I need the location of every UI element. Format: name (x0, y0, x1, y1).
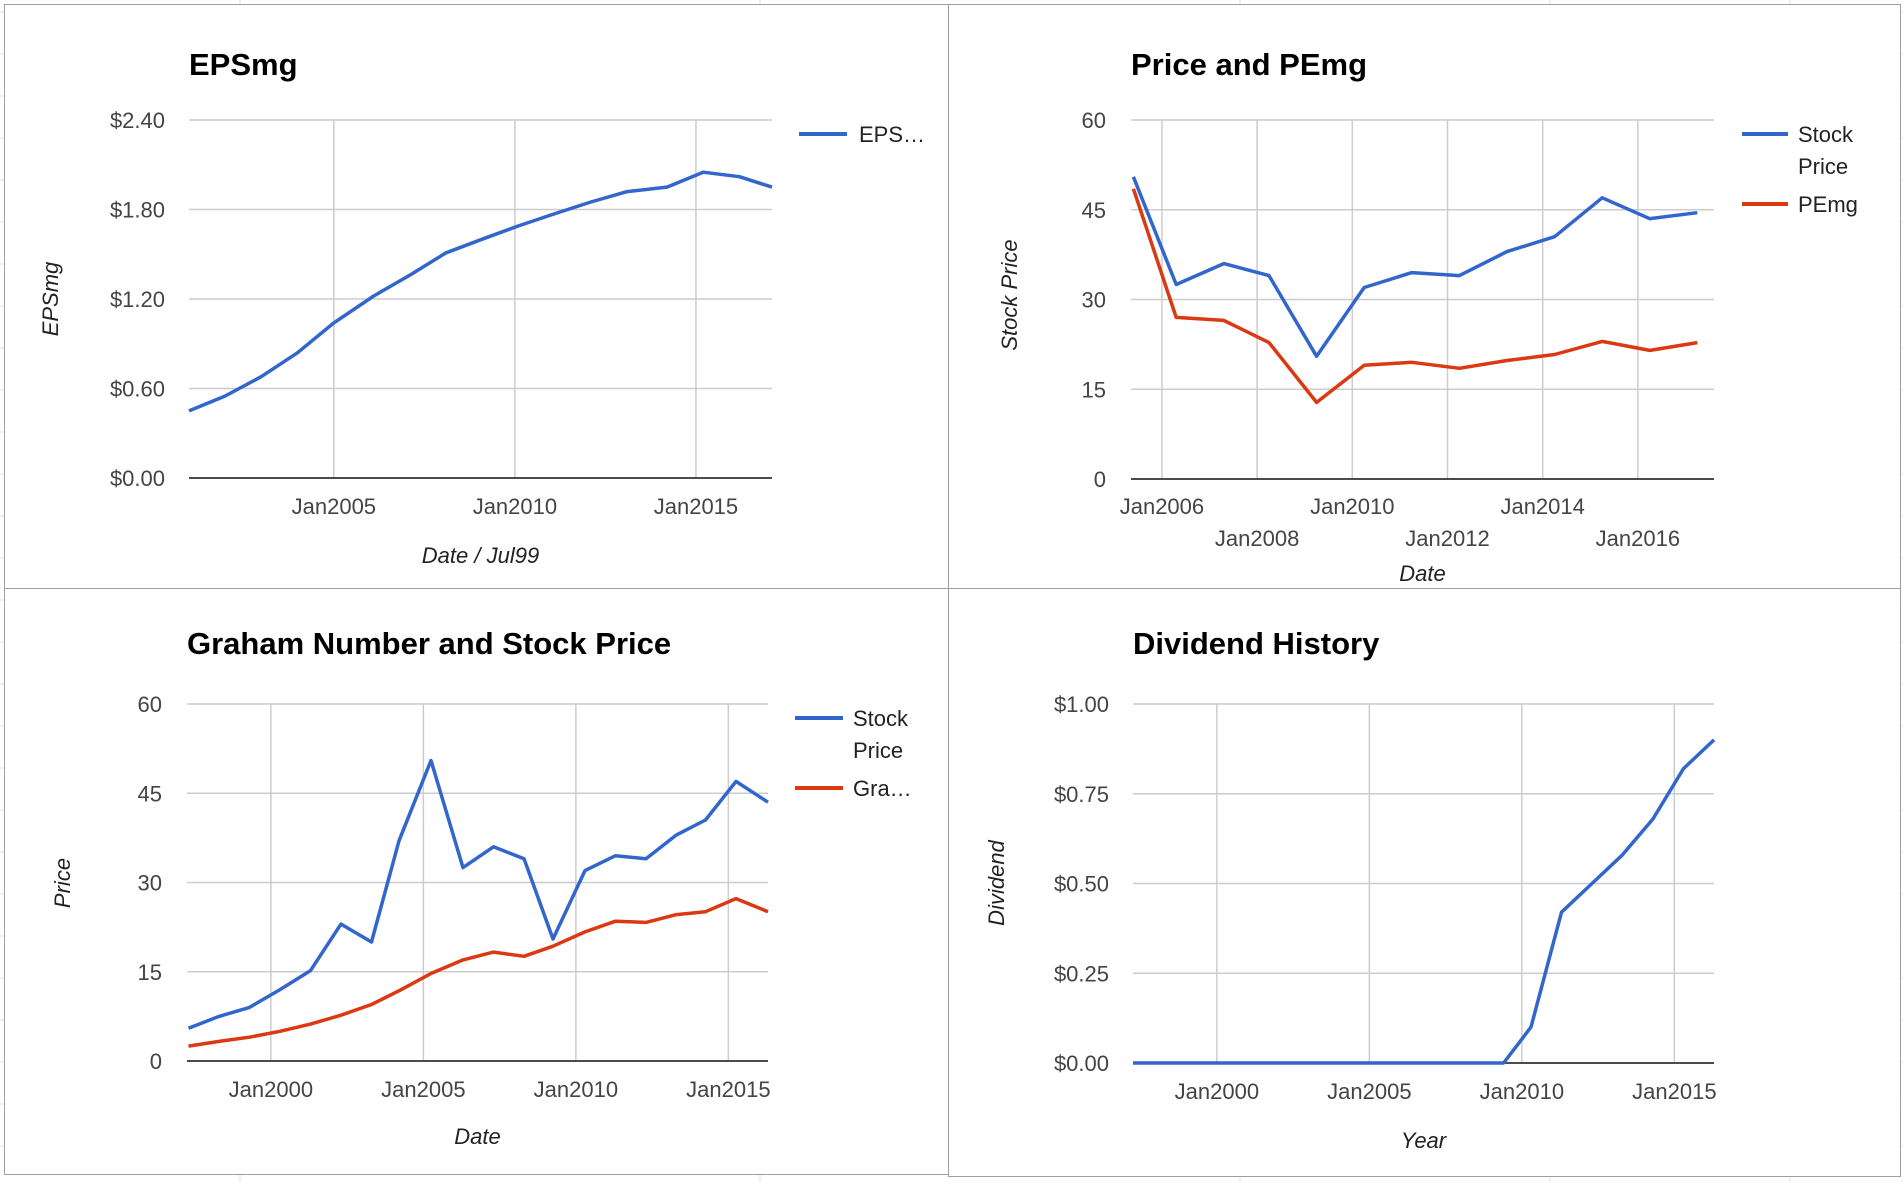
y-tick-label: 15 (1082, 377, 1106, 402)
x-tick-label: Jan2005 (292, 494, 376, 519)
chart-title: Price and PEmg (1131, 47, 1367, 82)
y-tick-label: $1.00 (1054, 692, 1109, 717)
x-tick-label: Jan2005 (381, 1077, 465, 1102)
y-tick-label: $1.80 (110, 198, 165, 223)
series-line-pemg (1133, 189, 1697, 403)
y-tick-label: 15 (138, 960, 162, 985)
chart-price-and-pemg[interactable]: Price and PEmg 0 15 30 45 60 Jan2006 Jan2008 Jan… (948, 4, 1901, 589)
x-tick-label: Jan2012 (1405, 526, 1489, 551)
legend-label: Gra… (853, 776, 912, 801)
x-tick-label: Jan2016 (1596, 526, 1680, 551)
x-tick-label: Jan2006 (1120, 494, 1204, 519)
x-axis-title: Year (1401, 1128, 1448, 1153)
chart-graham-number-and-stock-price[interactable]: Graham Number and Stock Price 0 15 30 45 60 Ja… (4, 588, 949, 1175)
chart-graham-number-svg: Graham Number and Stock Price 0 15 30 45 60 Ja… (5, 589, 950, 1176)
y-tick-label: $0.50 (1054, 872, 1109, 897)
y-axis-title: EPSmg (38, 261, 63, 336)
x-axis-title: Date (454, 1124, 500, 1149)
x-tick-label: Jan2010 (534, 1077, 618, 1102)
x-tick-label: Jan2000 (229, 1077, 313, 1102)
y-tick-label: 60 (138, 692, 162, 717)
series-line-eps (189, 172, 772, 411)
y-tick-label: $2.40 (110, 108, 165, 133)
y-tick-label: $0.75 (1054, 782, 1109, 807)
x-tick-label: Jan2010 (1310, 494, 1394, 519)
x-tick-label: Jan2005 (1327, 1079, 1411, 1104)
chart-title: Dividend History (1133, 626, 1380, 661)
series-line-stock-price (189, 761, 769, 1029)
chart-title: Graham Number and Stock Price (187, 626, 671, 661)
y-axis-title: Stock Price (997, 239, 1022, 350)
x-axis-title: Date (1399, 561, 1445, 586)
series-line-stock-price (1133, 177, 1697, 356)
x-tick-label: Jan2015 (654, 494, 738, 519)
y-tick-label: 0 (150, 1049, 162, 1074)
chart-title: EPSmg (189, 47, 298, 82)
chart-price-and-pemg-svg: Price and PEmg 0 15 30 45 60 Jan2006 Jan2008 Jan… (949, 5, 1902, 590)
x-tick-label: Jan2015 (1632, 1079, 1716, 1104)
y-tick-label: 60 (1082, 108, 1106, 133)
x-tick-label: Jan2014 (1500, 494, 1584, 519)
y-tick-label: 30 (138, 871, 162, 896)
y-tick-label: $0.60 (110, 377, 165, 402)
x-tick-label: Jan2008 (1215, 526, 1299, 551)
chart-epsmg-svg: EPSmg $0.00 $0.60 $1.20 $1.80 $2.40 Jan2005 Jan… (5, 5, 950, 590)
y-axis-title: Dividend (984, 839, 1009, 925)
x-tick-label: Jan2010 (1480, 1079, 1564, 1104)
y-axis-title: Price (50, 858, 75, 908)
x-tick-label: Jan2000 (1175, 1079, 1259, 1104)
y-tick-label: 0 (1094, 467, 1106, 492)
x-tick-label: Jan2010 (473, 494, 557, 519)
y-tick-label: $1.20 (110, 287, 165, 312)
y-tick-label: 45 (1082, 198, 1106, 223)
legend-label: PEmg (1798, 192, 1858, 217)
x-tick-label: Jan2015 (686, 1077, 770, 1102)
chart-epsmg[interactable]: EPSmg $0.00 $0.60 $1.20 $1.80 $2.40 Jan2005 Jan… (4, 4, 949, 589)
y-tick-label: 45 (138, 781, 162, 806)
chart-dividend-history-svg: Dividend History $0.00 $0.25 $0.50 $0.75 $1.0… (949, 589, 1902, 1178)
x-axis-title: Date / Jul99 (422, 543, 539, 568)
series-line-series-0 (1133, 740, 1714, 1063)
y-tick-label: $0.25 (1054, 961, 1109, 986)
y-tick-label: $0.00 (1054, 1051, 1109, 1076)
legend-label: EPS… (859, 122, 925, 147)
y-tick-label: 30 (1082, 288, 1106, 313)
y-tick-label: $0.00 (110, 466, 165, 491)
chart-dividend-history[interactable]: Dividend History $0.00 $0.25 $0.50 $0.75 $1.0… (948, 588, 1901, 1177)
